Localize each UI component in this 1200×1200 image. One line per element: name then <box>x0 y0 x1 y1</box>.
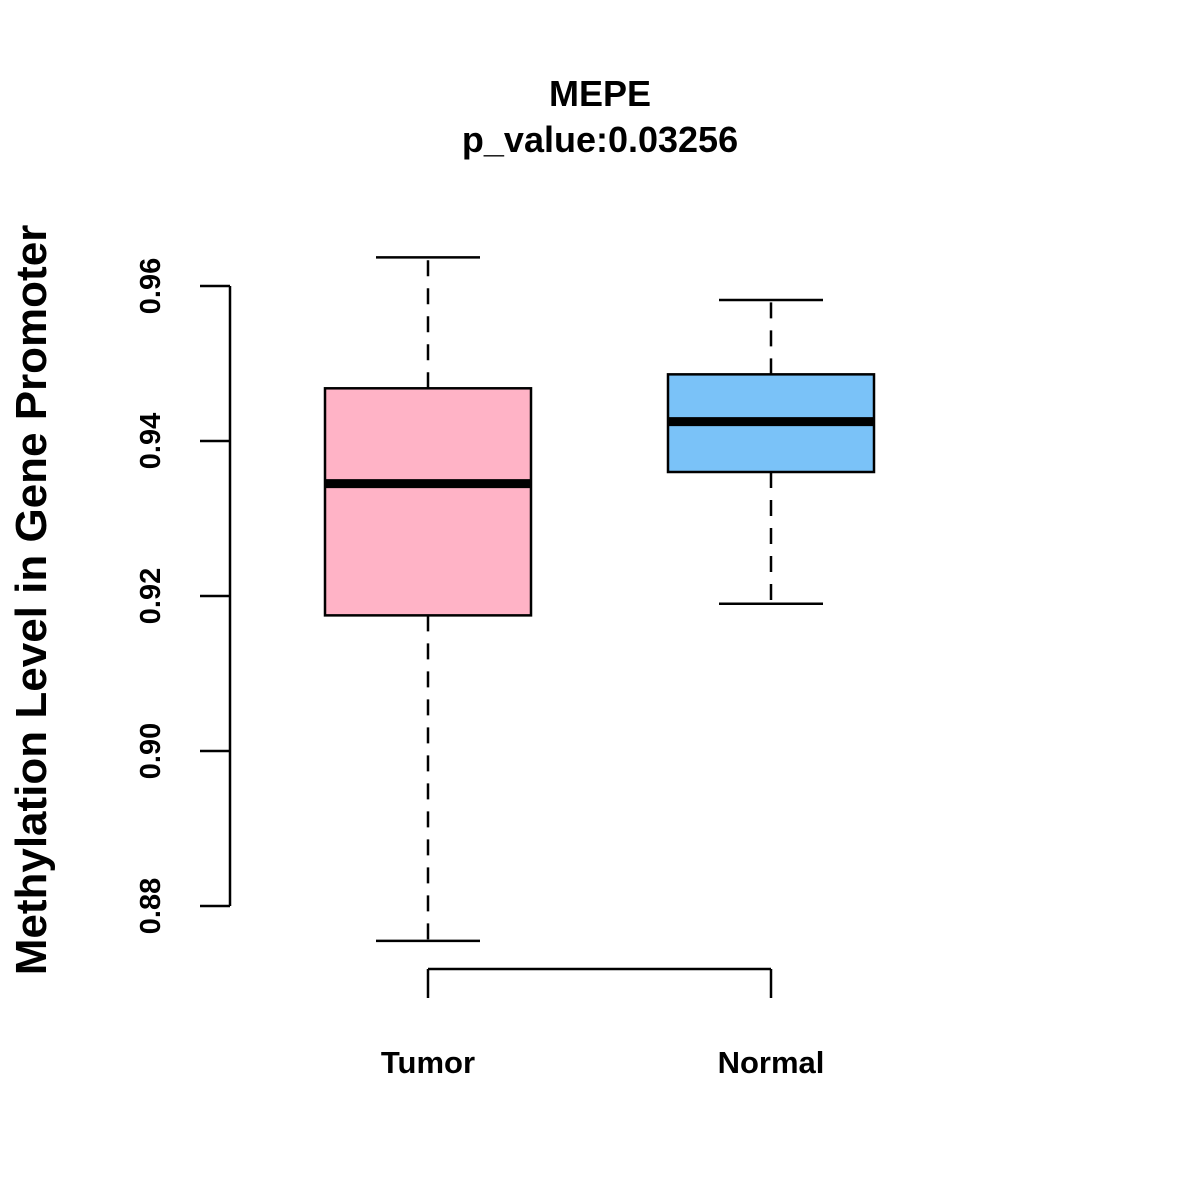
y-tick-label: 0.88 <box>135 878 167 934</box>
box-body <box>323 387 533 617</box>
y-tick-label: 0.92 <box>135 568 167 624</box>
y-tick-label: 0.94 <box>135 413 167 469</box>
y-axis-label: Methylation Level in Gene Promoter <box>7 225 56 976</box>
y-tick-label: 0.90 <box>135 723 167 779</box>
box-tumor <box>323 256 533 943</box>
chart-subtitle: p_value:0.03256 <box>462 119 738 160</box>
x-tick-label-normal: Normal <box>718 1045 825 1080</box>
x-axis: Tumor Normal <box>381 967 825 1080</box>
chart-title: MEPE <box>549 73 651 114</box>
box-normal <box>666 298 876 605</box>
y-ticks: 0.88 0.90 0.92 0.94 0.96 <box>135 258 230 934</box>
boxes <box>323 256 876 943</box>
y-tick-label: 0.96 <box>135 258 167 314</box>
x-tick-label-tumor: Tumor <box>381 1045 475 1080</box>
